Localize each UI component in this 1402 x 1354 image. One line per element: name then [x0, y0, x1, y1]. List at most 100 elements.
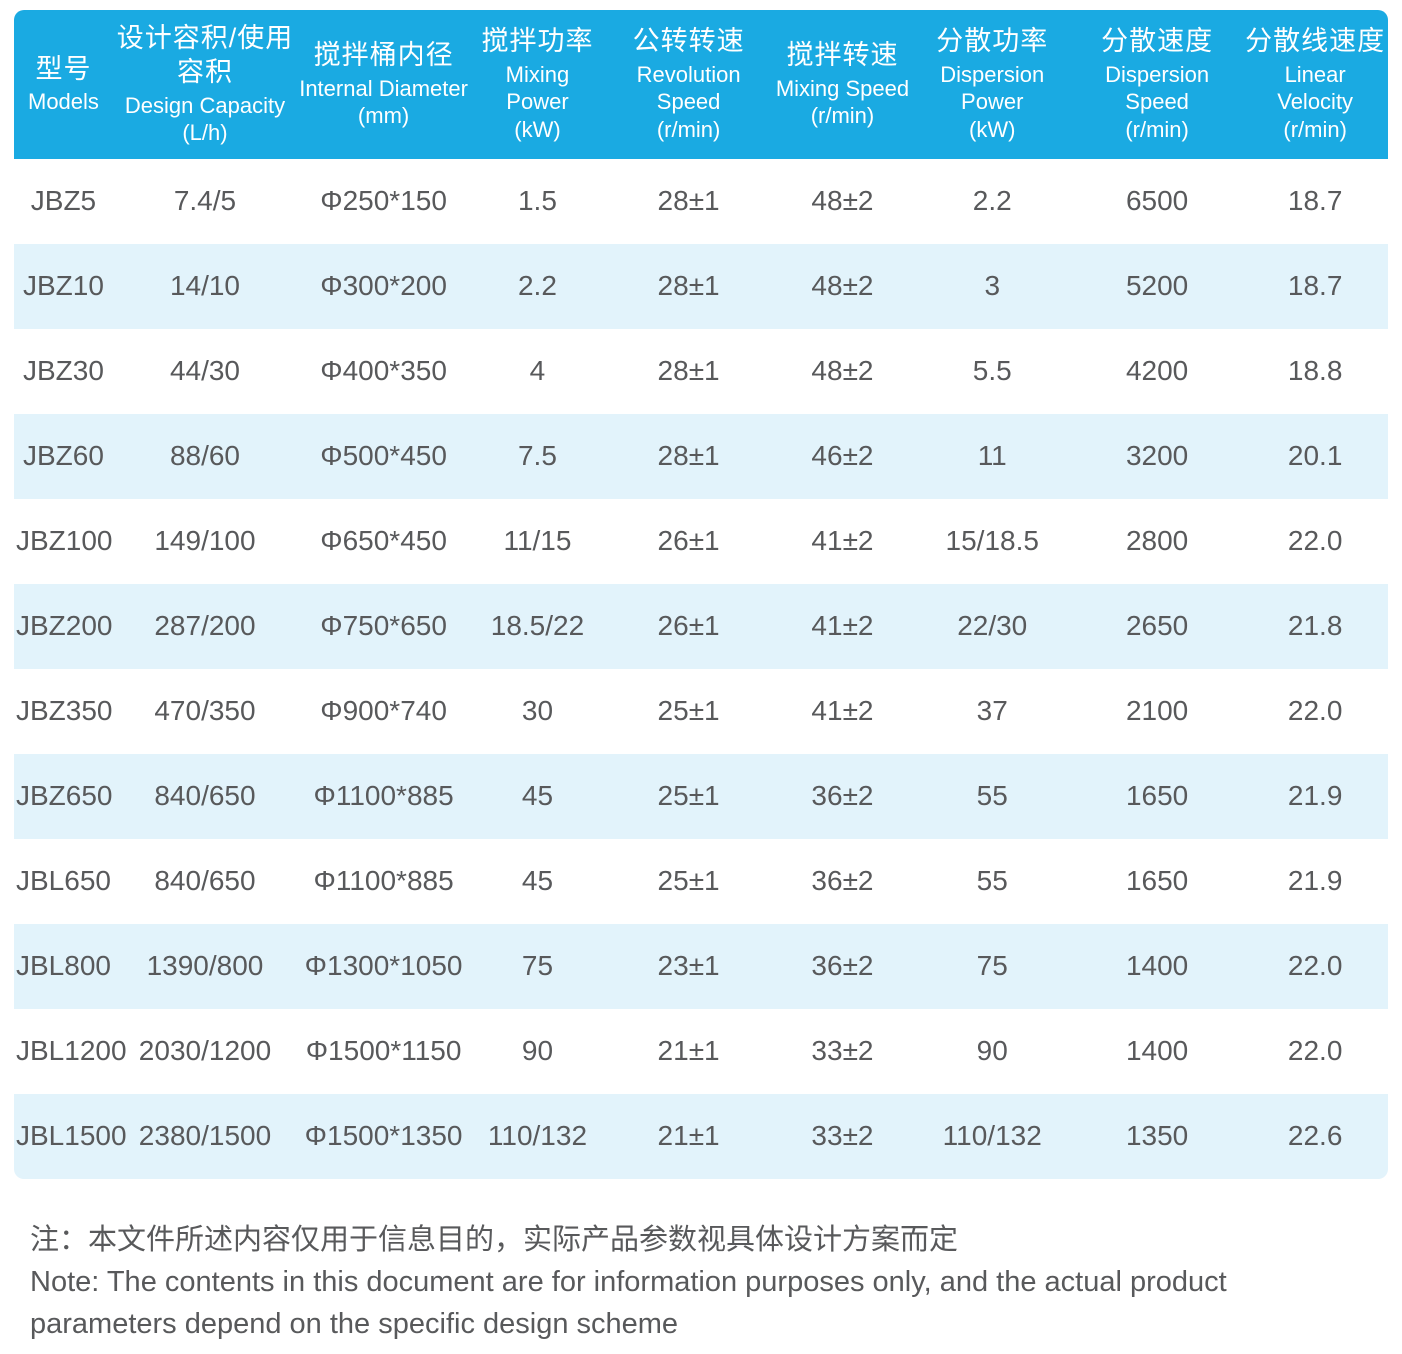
table-row: JBZ200 287/200 Φ750*650 18.5/22 26±1 41±2 22/3… — [14, 583, 1388, 669]
value-cell: 2650 — [1071, 583, 1243, 669]
value-cell: 75 — [470, 923, 605, 1009]
column-header-1: 设计容积/使用容积 Design Capacity (L/h) — [112, 10, 298, 159]
value-cell: 36±2 — [811, 865, 874, 896]
value-cell: 18.5/22 — [470, 583, 605, 669]
column-header-unit-label: (kW) — [969, 116, 1016, 142]
value-cell: 28±1 — [657, 355, 720, 386]
value-cell: 1650 — [1071, 753, 1243, 839]
value-cell: 840/650 — [112, 753, 298, 839]
model-cell: JBZ5 — [30, 185, 97, 216]
column-header-6: 分散功率 Dispersion Power (kW) — [912, 10, 1072, 159]
value-cell: 18.8 — [1287, 355, 1343, 386]
value-cell: 48±2 — [772, 243, 913, 329]
value-cell: 22/30 — [912, 583, 1072, 669]
value-cell: 21.9 — [1242, 753, 1388, 839]
value-cell: 88/60 — [112, 413, 298, 499]
value-cell: 21.8 — [1242, 583, 1388, 669]
footnote-en: Note: The contents in this document are … — [30, 1265, 1227, 1340]
value-cell: 26±1 — [604, 583, 773, 669]
value-cell: 41±2 — [811, 695, 874, 726]
value-cell: Φ650*450 — [320, 525, 447, 556]
value-cell: 20.1 — [1242, 413, 1388, 499]
column-header-2: 搅拌桶内径 Internal Diameter (mm) — [297, 10, 471, 159]
value-cell: 22.6 — [1242, 1093, 1388, 1179]
value-cell: 2030/1200 — [138, 1035, 272, 1066]
column-header-en-label: Dispersion Power — [940, 61, 1045, 115]
value-cell: 840/650 — [154, 865, 256, 896]
value-cell: 7.4/5 — [173, 185, 237, 216]
table-row: JBZ100 149/100 Φ650*450 11/15 26±1 41±2 15/18.… — [14, 499, 1388, 584]
value-cell: 41±2 — [772, 583, 913, 669]
column-header-en-label: Revolution Speed — [636, 61, 741, 115]
value-cell: 22.0 — [1287, 1035, 1343, 1066]
value-cell: 22.0 — [1287, 695, 1343, 726]
value-cell: 2380/1500 — [112, 1093, 298, 1179]
value-cell: 45 — [470, 753, 605, 839]
value-cell: 1400 — [1071, 923, 1243, 1009]
value-cell: Φ1500*1150 — [305, 1035, 462, 1066]
value-cell: 1390/800 — [112, 923, 298, 1009]
model-cell: JBZ200 — [14, 583, 113, 669]
column-header-zh-label: 型号 — [35, 53, 92, 84]
value-cell: Φ400*350 — [320, 355, 447, 386]
value-cell: 4 — [529, 355, 546, 386]
column-header-en-label: Dispersion Speed — [1105, 61, 1210, 115]
value-cell: 26±1 — [657, 525, 720, 556]
value-cell: 3 — [912, 243, 1072, 329]
value-cell: Φ1100*885 — [313, 865, 454, 896]
value-cell: 1400 — [1125, 1035, 1189, 1066]
table-row: JBZ30 44/30 Φ400*350 4 28±1 48±2 5.5 4200 18.8 — [14, 329, 1388, 414]
value-cell: 21±1 — [604, 1093, 773, 1179]
column-header-unit-label: (r/min) — [1283, 116, 1347, 142]
model-cell: JBZ100 — [16, 525, 113, 556]
column-header-7: 分散速度 Dispersion Speed (r/min) — [1071, 10, 1243, 159]
value-cell: 25±1 — [604, 753, 773, 839]
value-cell: Φ250*150 — [320, 185, 447, 216]
footnote-zh: 注：本文件所述内容仅用于信息目的，实际产品参数视具体设计方案而定 — [30, 1223, 959, 1256]
table-row: JBL1200 2030/1200 Φ1500*1150 90 21±1 33±2 90 14… — [14, 1009, 1388, 1094]
value-cell: Φ300*200 — [297, 243, 471, 329]
value-cell: Φ1500*1350 — [297, 1093, 471, 1179]
table-row: JBZ5 7.4/5 Φ250*150 1.5 28±1 48±2 2.2 6500 18.7 — [14, 159, 1388, 244]
value-cell: 14/10 — [112, 243, 298, 329]
value-cell: 15/18.5 — [945, 525, 1039, 556]
header-row: 型号 Models 设计容积/使用容积 Design Capacity (L/h) 搅拌桶… — [14, 10, 1388, 159]
value-cell: Φ750*650 — [297, 583, 471, 669]
table-row: JBL800 1390/800 Φ1300*1050 75 23±1 36±2 75 1400… — [14, 923, 1388, 1009]
model-cell: JBL800 — [14, 923, 113, 1009]
value-cell: 110/132 — [912, 1093, 1072, 1179]
value-cell: 3200 — [1071, 413, 1243, 499]
value-cell: 28±1 — [657, 185, 720, 216]
model-cell: JBL1200 — [16, 1035, 127, 1066]
column-header-unit-label: (r/min) — [656, 116, 721, 142]
value-cell: Φ900*740 — [320, 695, 447, 726]
value-cell: 37 — [976, 695, 1008, 726]
column-header-5: 搅拌转速 Mixing Speed (r/min) — [772, 10, 913, 159]
value-cell: 30 — [521, 695, 554, 726]
model-cell: JBZ10 — [14, 243, 113, 329]
value-cell: 48±2 — [811, 355, 874, 386]
column-header-en-label: Mixing Power — [505, 61, 570, 115]
column-header-unit-label: (L/h) — [182, 120, 228, 145]
spec-table-body: JBZ5 7.4/5 Φ250*150 1.5 28±1 48±2 2.2 6500 18.7 J… — [14, 159, 1388, 1179]
model-cell: JBZ350 — [16, 695, 113, 726]
column-header-zh-label: 搅拌功率 — [481, 26, 594, 57]
value-cell: 90 — [521, 1035, 554, 1066]
footnote: 注：本文件所述内容仅用于信息目的，实际产品参数视具体设计方案而定 Note: T… — [30, 1219, 1360, 1345]
column-header-en-label: Design Capacity — [124, 92, 286, 118]
column-header-zh-label: 公转转速 — [632, 26, 745, 57]
table-row: JBL1500 2380/1500 Φ1500*1350 110/132 21±1 33±… — [14, 1093, 1388, 1179]
value-cell: Φ1300*1050 — [297, 923, 471, 1009]
value-cell: 2100 — [1125, 695, 1189, 726]
value-cell: 7.5 — [470, 413, 605, 499]
table-row: JBZ60 88/60 Φ500*450 7.5 28±1 46±2 11 3200 20.1 — [14, 413, 1388, 499]
value-cell: 48±2 — [811, 185, 874, 216]
column-header-unit-label: (mm) — [357, 103, 410, 129]
value-cell: 110/132 — [470, 1093, 605, 1179]
model-cell: JBZ60 — [14, 413, 113, 499]
table-row: JBZ350 470/350 Φ900*740 30 25±1 41±2 37 2100 22.… — [14, 669, 1388, 754]
model-cell: JBZ30 — [22, 355, 104, 386]
value-cell: 11/15 — [503, 525, 572, 556]
column-header-en-label: Linear Velocity — [1277, 61, 1354, 115]
value-cell: 36±2 — [772, 753, 913, 839]
